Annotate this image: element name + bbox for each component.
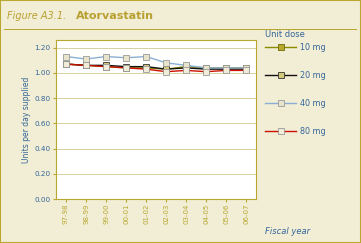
Text: Atorvastatin: Atorvastatin [76, 11, 154, 21]
Text: 40 mg: 40 mg [300, 99, 325, 108]
Y-axis label: Units per day supplied: Units per day supplied [22, 77, 31, 163]
Text: 80 mg: 80 mg [300, 127, 325, 136]
Text: 20 mg: 20 mg [300, 71, 325, 80]
Text: 10 mg: 10 mg [300, 43, 325, 52]
Text: Unit dose: Unit dose [265, 30, 305, 39]
Text: Figure A3.1.: Figure A3.1. [7, 11, 66, 21]
Text: Fiscal year: Fiscal year [265, 227, 310, 236]
